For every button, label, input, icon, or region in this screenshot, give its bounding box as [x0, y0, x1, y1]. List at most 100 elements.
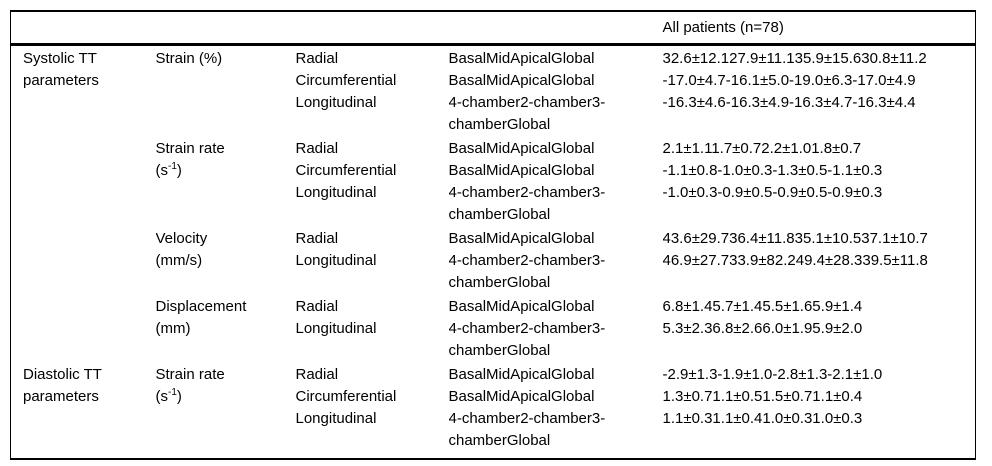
segments-text: BasalMidApicalGlobal [448, 50, 595, 67]
header-spacer-cell [448, 11, 663, 46]
value-cell: 46.9±27.733.9±82.249.4±28.339.5±11.8 [662, 252, 928, 269]
table-row: Longitudinal 4-chamber2-chamber3- chambe… [11, 182, 976, 226]
category-line: parameters [23, 72, 99, 89]
parameter-cell-displacement: Displacement (mm) [156, 294, 296, 362]
value-cell: -2.9±1.3-1.9±1.0-2.8±1.3-2.1±1.0 [662, 366, 883, 383]
segments-text: 4-chamber2-chamber3- [448, 184, 606, 201]
segments-text: 4-chamber2-chamber3- [448, 320, 606, 337]
segments-text: chamberGlobal [448, 432, 551, 449]
direction-cell: Radial [295, 140, 339, 157]
table-row: Systolic TT parameters Strain (%) Radial… [11, 45, 976, 89]
value-cell: -17.0±4.7-16.1±5.0-19.0±6.3-17.0±4.9 [662, 72, 916, 89]
direction-cell: Circumferential [295, 72, 397, 89]
segments-text: 4-chamber2-chamber3- [448, 252, 606, 269]
parameter-cell-strain: Strain (%) [156, 45, 296, 137]
table-row: Longitudinal 4-chamber2-chamber3- chambe… [11, 92, 976, 136]
table-row: Diastolic TT parameters Strain rate (s-1… [11, 362, 976, 405]
category-line: parameters [23, 388, 99, 405]
direction-cell: Radial [295, 50, 339, 67]
parameter-unit: ) [176, 388, 182, 405]
value-cell: 5.3±2.36.8±2.66.0±1.95.9±2.0 [662, 320, 863, 337]
table-row: Strain rate (s-1) Radial BasalMidApicalG… [11, 136, 976, 179]
direction-cell: Circumferential [295, 388, 397, 405]
segments-cell: BasalMidApicalGlobal [449, 70, 663, 92]
direction-cell: Longitudinal [295, 184, 377, 201]
direction-cell: Radial [295, 230, 339, 247]
value-cell: 32.6±12.127.9±11.135.9±15.630.8±11.2 [662, 50, 927, 67]
parameter-label: Displacement [155, 298, 247, 315]
value-cell: 1.1±0.31.1±0.41.0±0.31.0±0.3 [662, 410, 863, 427]
segments-cell: BasalMidApicalGlobal [449, 136, 663, 160]
parameter-label: Strain (%) [155, 50, 223, 67]
segments-text: chamberGlobal [448, 116, 551, 133]
header-spacer-cell [155, 11, 296, 46]
table-row: Circumferential BasalMidApicalGlobal -17… [11, 70, 976, 92]
category-cell-diastolic: Diastolic TT parameters [11, 362, 156, 459]
direction-cell: Longitudinal [295, 252, 377, 269]
parameter-unit: (s [155, 162, 169, 179]
segments-text: chamberGlobal [448, 342, 551, 359]
all-patients-header: All patients (n=78) [662, 11, 976, 46]
value-cell: 1.3±0.71.1±0.51.5±0.71.1±0.4 [662, 388, 863, 405]
segments-text: chamberGlobal [448, 206, 551, 223]
segments-cell: BasalMidApicalGlobal [449, 362, 663, 386]
segments-cell: BasalMidApicalGlobal [449, 160, 663, 182]
segments-cell: 4-chamber2-chamber3- chamberGlobal [449, 92, 663, 136]
segments-cell: 4-chamber2-chamber3- chamberGlobal [449, 182, 663, 226]
table-row: Longitudinal 4-chamber2-chamber3- chambe… [11, 250, 976, 294]
parameter-label: Strain rate [155, 366, 225, 383]
value-cell: 6.8±1.45.7±1.45.5±1.65.9±1.4 [662, 298, 863, 315]
parameter-cell-velocity: Velocity (mm/s) [156, 226, 296, 294]
tt-parameters-table: All patients (n=78) Systolic TT paramete… [10, 10, 976, 460]
segments-text: BasalMidApicalGlobal [448, 230, 595, 247]
segments-cell: BasalMidApicalGlobal [449, 45, 663, 71]
parameter-unit: (mm/s) [155, 252, 203, 269]
table-row: Longitudinal 4-chamber2-chamber3- chambe… [11, 408, 976, 459]
parameter-label: Strain rate [155, 140, 225, 157]
segments-text: BasalMidApicalGlobal [448, 388, 595, 405]
direction-cell: Radial [295, 298, 339, 315]
tt-parameters-table-wrap: All patients (n=78) Systolic TT paramete… [10, 10, 976, 460]
parameter-cell-strain-rate: Strain rate (s-1) [156, 362, 296, 459]
segments-cell: BasalMidApicalGlobal [449, 294, 663, 318]
segments-text: BasalMidApicalGlobal [448, 298, 595, 315]
segments-text: BasalMidApicalGlobal [448, 366, 595, 383]
parameter-unit: (s [155, 388, 169, 405]
segments-text: BasalMidApicalGlobal [448, 162, 595, 179]
header-row: All patients (n=78) [10, 11, 976, 46]
segments-cell: 4-chamber2-chamber3- chamberGlobal [449, 250, 663, 294]
direction-cell: Longitudinal [295, 320, 377, 337]
segments-cell: 4-chamber2-chamber3- chamberGlobal [449, 318, 663, 362]
parameter-cell-strain-rate: Strain rate (s-1) [156, 136, 296, 226]
direction-cell: Longitudinal [295, 410, 377, 427]
segments-text: BasalMidApicalGlobal [448, 72, 595, 89]
table-row: Displacement (mm) Radial BasalMidApicalG… [11, 294, 976, 337]
category-line: Diastolic TT [23, 366, 102, 383]
table-row: Circumferential BasalMidApicalGlobal -1.… [11, 160, 976, 182]
segments-text: chamberGlobal [448, 274, 551, 291]
header-spacer-cell [10, 11, 156, 46]
value-cell: -16.3±4.6-16.3±4.9-16.3±4.7-16.3±4.4 [662, 94, 916, 111]
table-row: Velocity (mm/s) Radial BasalMidApicalGlo… [11, 226, 976, 269]
segments-cell: BasalMidApicalGlobal [449, 386, 663, 408]
table-row: Longitudinal 4-chamber2-chamber3- chambe… [11, 318, 976, 362]
category-cell-systolic: Systolic TT parameters [11, 45, 156, 363]
direction-cell: Longitudinal [295, 94, 377, 111]
value-cell: 2.1±1.11.7±0.72.2±1.01.8±0.7 [662, 140, 862, 157]
header-spacer-cell [295, 11, 449, 46]
value-cell: 43.6±29.736.4±11.835.1±10.537.1±10.7 [662, 230, 928, 247]
segments-text: 4-chamber2-chamber3- [448, 94, 606, 111]
segments-text: BasalMidApicalGlobal [448, 140, 595, 157]
parameter-unit: (mm) [155, 320, 191, 337]
segments-cell: 4-chamber2-chamber3- chamberGlobal [449, 408, 663, 459]
table-row: Circumferential BasalMidApicalGlobal 1.3… [11, 386, 976, 408]
parameter-unit: ) [176, 162, 182, 179]
value-cell: -1.1±0.8-1.0±0.3-1.3±0.5-1.1±0.3 [662, 162, 883, 179]
value-cell: -1.0±0.3-0.9±0.5-0.9±0.5-0.9±0.3 [662, 184, 883, 201]
parameter-unit-sup: -1 [168, 161, 177, 172]
segments-cell: BasalMidApicalGlobal [449, 226, 663, 250]
direction-cell: Radial [295, 366, 339, 383]
parameter-unit-sup: -1 [168, 387, 177, 398]
category-line: Systolic TT [23, 50, 97, 67]
segments-text: 4-chamber2-chamber3- [448, 410, 606, 427]
